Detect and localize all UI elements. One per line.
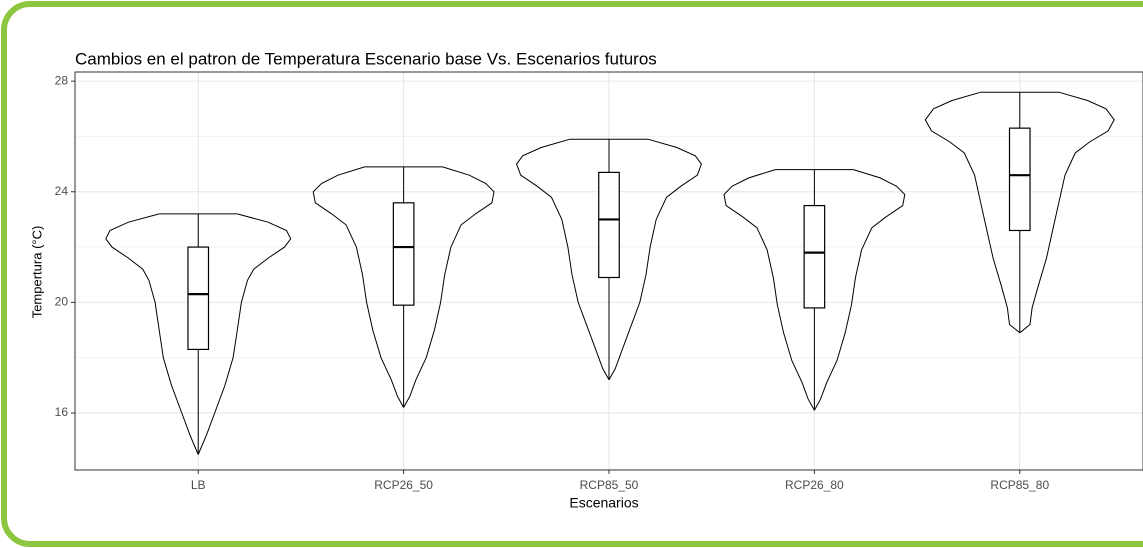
y-axis-label: Tempertura (°C)	[29, 226, 44, 319]
y-tick-label: 20	[55, 295, 69, 309]
box	[392, 202, 415, 306]
x-tick-label: RCP26_80	[785, 478, 844, 492]
y-tick-label: 16	[55, 405, 69, 419]
violin-half	[608, 138, 702, 381]
x-tick-label: LB	[191, 478, 206, 492]
box	[803, 204, 826, 309]
box	[187, 246, 210, 351]
panel-border	[74, 71, 1143, 471]
x-axis-label: Escenarios	[569, 495, 638, 511]
x-tick-label: RCP85_80	[990, 478, 1049, 492]
x-tick-label: RCP85_50	[580, 478, 639, 492]
violin-half	[105, 213, 199, 455]
violin-half	[516, 138, 610, 381]
violin-half	[197, 213, 292, 455]
violin-half	[403, 166, 495, 408]
box	[598, 171, 620, 279]
y-tick-label: 28	[55, 73, 69, 87]
violin-half	[312, 166, 405, 408]
violin-half	[723, 169, 815, 411]
y-tick-label: 24	[55, 184, 69, 198]
box	[1008, 127, 1031, 232]
x-tick-label: RCP26_50	[374, 478, 433, 492]
violin-half	[813, 169, 906, 411]
chart-title: Cambios en el patron de Temperatura Esce…	[75, 49, 657, 68]
violin-half	[1019, 91, 1115, 334]
violin-half	[924, 91, 1021, 334]
